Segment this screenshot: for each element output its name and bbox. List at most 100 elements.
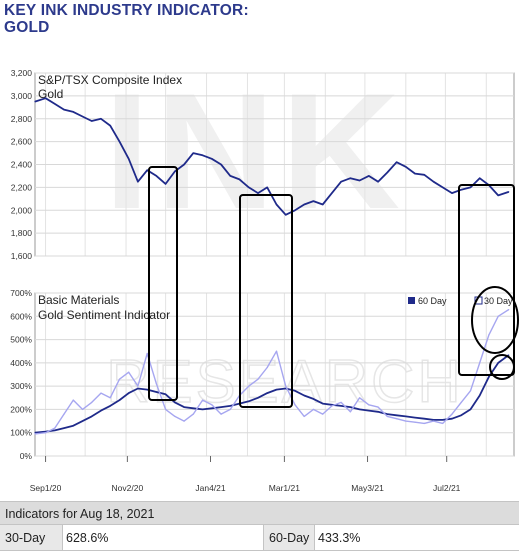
series-point [451, 192, 453, 194]
page-title-line-2: GOLD [4, 19, 50, 36]
series-point [386, 415, 388, 417]
x-tick-label: May3/21 [351, 483, 384, 493]
series-point [442, 419, 444, 421]
series-point [118, 141, 121, 143]
series-point [91, 120, 93, 122]
series-point [202, 399, 204, 401]
x-tick-label: Sep1/20 [30, 483, 62, 493]
y-tick-label: 0% [20, 451, 33, 461]
series-point [479, 394, 481, 397]
series-point [359, 179, 361, 182]
series-point [377, 411, 379, 413]
series-point [508, 309, 510, 311]
series-point [442, 422, 444, 424]
x-tick-label: Mar1/21 [269, 483, 300, 493]
series-point [377, 406, 379, 408]
legend-label-30-day: 30 Day [484, 296, 513, 306]
y-tick-label: 3,000 [11, 91, 33, 101]
series-point [100, 410, 102, 412]
series-point [63, 109, 65, 111]
series-point [100, 118, 102, 120]
annotation-box-nov [148, 166, 178, 401]
series-point [405, 415, 407, 417]
series-point [423, 174, 425, 176]
series-point [174, 415, 176, 417]
series-point [460, 189, 462, 191]
series-point [146, 169, 148, 171]
x-tick-label: Jul2/21 [433, 483, 461, 493]
series-point [192, 407, 194, 409]
series-point [192, 413, 194, 415]
series-point [174, 170, 176, 172]
series-point [183, 163, 185, 166]
series-point [183, 406, 185, 408]
series-point [386, 171, 388, 174]
series-point [405, 166, 407, 168]
series-point [174, 401, 176, 403]
series-point [359, 397, 361, 399]
series-point [155, 383, 157, 385]
series-point [202, 408, 204, 410]
series-point [165, 393, 167, 395]
series-point [63, 427, 65, 429]
series-point [340, 181, 342, 183]
series-point [312, 200, 314, 202]
series-point [414, 417, 416, 419]
gold-indicator-chart: INK RESEARCH 1,600 1,800 2,000 2,200 2,400 2,… [10, 59, 519, 493]
annotation-ellipse-30-day [471, 286, 519, 354]
annotation-circle-60-day [489, 354, 515, 380]
series-point [257, 378, 259, 380]
series-point [396, 161, 398, 163]
series-point [368, 175, 370, 177]
series-point [432, 420, 435, 422]
series-point [81, 115, 84, 118]
annotation-box-feb [239, 194, 293, 408]
series-point [202, 154, 204, 156]
x-tick-label: Jan4/21 [195, 483, 226, 493]
series-point [91, 401, 93, 403]
series-point [109, 405, 111, 407]
series-point [275, 350, 278, 352]
y-tick-label: 2,400 [11, 160, 33, 170]
series-point [349, 177, 351, 179]
series-point [72, 111, 74, 113]
series-point [322, 403, 324, 405]
series-point [165, 183, 167, 185]
series-point [118, 378, 121, 380]
series-point [303, 415, 305, 417]
series-point [479, 362, 481, 364]
series-point [322, 413, 324, 415]
bottom-chart-subtitle: Gold Sentiment Indicator [38, 308, 170, 322]
y-tick-label: 100% [10, 428, 32, 438]
series-point [146, 389, 148, 391]
series-point [266, 392, 268, 394]
series-point [331, 192, 333, 194]
series-point [54, 103, 56, 105]
sixty-day-value: 433.3% [314, 525, 519, 551]
series-point [128, 371, 130, 373]
y-tick-label: 400% [10, 358, 32, 368]
annotation-box-jul [458, 184, 515, 376]
series-point [359, 408, 361, 410]
series-point [340, 405, 342, 407]
series-point [368, 404, 370, 406]
indicators-row: 30-Day 628.6% 60-Day 433.3% [0, 525, 519, 551]
y-tick-label: 3,200 [11, 68, 33, 78]
top-chart-subtitle: Gold [38, 87, 63, 101]
series-point [146, 352, 148, 355]
series-point [34, 433, 36, 435]
series-point [460, 401, 462, 403]
series-point [488, 376, 490, 378]
series-point [508, 354, 510, 356]
series-point [275, 203, 278, 206]
series-point [63, 413, 65, 415]
series-line-60-day [34, 354, 510, 434]
series-point [109, 397, 111, 399]
series-point [54, 427, 56, 429]
series-point [451, 418, 453, 420]
series-point [432, 419, 435, 421]
series-point [488, 334, 490, 336]
series-point [248, 186, 250, 188]
page-title: KEY INK INDUSTRY INDICATOR: GOLD [4, 2, 364, 36]
series-point [248, 400, 250, 402]
